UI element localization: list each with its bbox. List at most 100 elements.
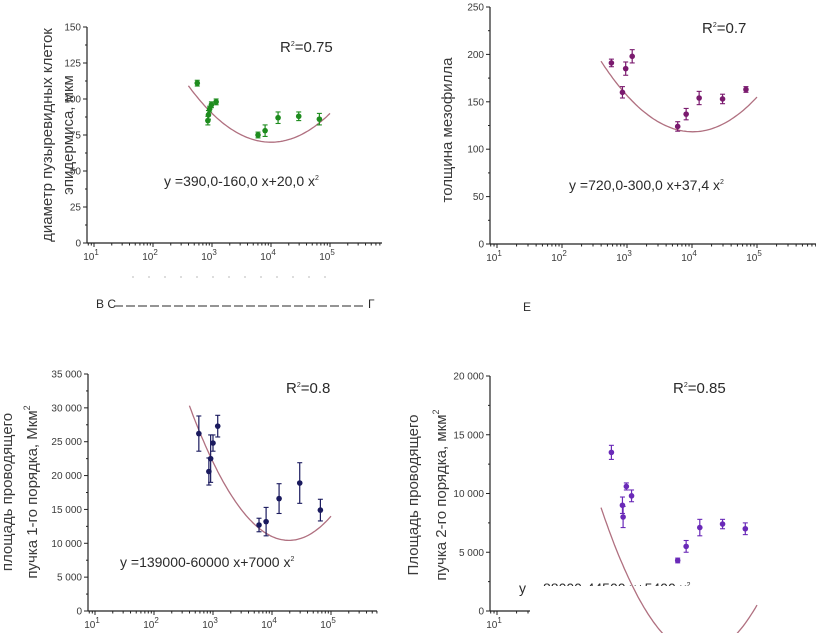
- data-point: [683, 111, 689, 117]
- data-point: [262, 127, 268, 134]
- y-tick-label: 75: [70, 131, 82, 142]
- fit-equation-text: y =720,0-300,0 x+37,4 x: [569, 177, 720, 193]
- data-point: [674, 557, 681, 564]
- data-point: [619, 502, 626, 509]
- x-tick-label: 103: [201, 248, 217, 263]
- x-tick-label: 105: [320, 616, 336, 631]
- data-point: [194, 80, 201, 86]
- r-squared-value: =0.7: [717, 20, 747, 37]
- x-tick-label: 104: [260, 248, 276, 263]
- data-point: [263, 518, 269, 525]
- fit-curve: [187, 85, 331, 143]
- data-point: [255, 132, 261, 138]
- y-tick-label: 15 000: [51, 505, 82, 516]
- x-tick-exponent: 4: [271, 248, 276, 257]
- r-squared-sup: 2: [297, 382, 301, 389]
- x-tick-label: 101: [486, 249, 502, 264]
- y-axis-label-text: толщина мезофилла: [439, 57, 456, 203]
- data-point: [213, 99, 219, 105]
- x-tick-label: 101: [84, 616, 100, 631]
- x-tick-label: 103: [616, 249, 632, 264]
- data-point: [317, 507, 324, 513]
- y-tick-label: 100: [64, 95, 81, 106]
- x-tick-label: 105: [746, 249, 762, 264]
- x-tick-exponent: 5: [757, 249, 762, 258]
- y-tick-label: 150: [64, 23, 81, 34]
- x-tick-exponent: 5: [331, 616, 336, 625]
- r-squared-label: R2=0.8: [286, 380, 330, 397]
- y-axis-label: площадь проводящего: [0, 413, 16, 571]
- x-tick-exponent: 2: [562, 249, 567, 258]
- y-tick-label: 25: [70, 203, 82, 214]
- r-squared-label: R2=0.85: [673, 380, 726, 397]
- data-point: [296, 480, 303, 486]
- x-tick-exponent: 1: [497, 616, 502, 625]
- x-tick-base: 10: [746, 253, 758, 264]
- y-tick-label: 25 000: [51, 437, 82, 448]
- x-tick-base: 10: [319, 252, 331, 263]
- r-squared-R: R: [286, 380, 297, 397]
- r-squared-sup: 2: [291, 41, 295, 48]
- x-tick-base: 10: [486, 253, 498, 264]
- fit-curve: [600, 507, 758, 633]
- x-tick-exponent: 3: [212, 248, 217, 257]
- fit-equation-sup: 2: [315, 175, 319, 182]
- r-squared-sup: 2: [713, 22, 717, 29]
- data-point: [276, 495, 282, 502]
- y-tick-label: 15 000: [453, 430, 484, 441]
- x-tick-label: 102: [551, 249, 567, 264]
- fit-equation-obscured: 88000-44500 x+5400 x2: [543, 580, 691, 596]
- data-point: [295, 113, 302, 120]
- x-tick-exponent: 3: [627, 249, 632, 258]
- x-tick-base: 10: [143, 620, 155, 631]
- x-tick-base: 10: [260, 252, 272, 263]
- y-tick-label: 50: [473, 192, 485, 203]
- y-axis-label: пучка 2-го порядка, мкм2: [431, 409, 450, 580]
- fit-equation: y =390,0-160,0 x+20,0 x2: [164, 173, 319, 189]
- y-axis-label-text: эпидермиса, мкм: [60, 75, 77, 195]
- r-squared-R: R: [280, 39, 291, 56]
- x-tick-label: 101: [83, 248, 99, 263]
- x-tick-exponent: 1: [497, 249, 502, 258]
- data-point: [608, 60, 615, 66]
- x-tick-exponent: 2: [154, 616, 159, 625]
- x-tick-base: 10: [320, 620, 332, 631]
- fit-curve: [600, 60, 758, 133]
- data-point: [719, 96, 726, 102]
- y-tick-label: 20 000: [453, 372, 484, 383]
- data-point: [629, 53, 635, 60]
- data-point: [743, 86, 749, 93]
- y-tick-label: 20 000: [51, 471, 82, 482]
- fit-equation: y =720,0-300,0 x+37,4 x2: [569, 177, 724, 193]
- data-point: [628, 493, 635, 499]
- caption-fragment: Е: [523, 300, 531, 314]
- y-axis-label-text: площадь проводящего: [0, 413, 16, 571]
- caption-fragment: Г: [368, 297, 375, 311]
- y-tick-label: 250: [467, 3, 484, 14]
- y-axis-label: эпидермиса, мкм: [60, 75, 77, 195]
- caption-fragment: В С: [96, 297, 116, 311]
- r-squared-value: =0.75: [295, 39, 333, 56]
- y-axis-label: Площадь проводящего: [405, 415, 422, 576]
- data-point: [623, 483, 630, 490]
- r-squared-sup: 2: [684, 382, 688, 389]
- r-squared-label: R2=0.7: [702, 20, 746, 37]
- fit-equation-start: y: [519, 580, 526, 596]
- y-tick-label: 5 000: [459, 548, 484, 559]
- y-tick-label: 0: [76, 607, 82, 618]
- data-point: [619, 89, 626, 96]
- data-point: [275, 114, 281, 121]
- y-axis-label-sup: 2: [431, 409, 441, 414]
- panel-bundle-2nd-order-area: 0 5 000 10 000 15 000 20 000 101 Площадь прово…: [405, 372, 758, 633]
- x-tick-exponent: 1: [94, 248, 99, 257]
- fit-equation-sup: 2: [290, 556, 294, 563]
- y-tick-label: 35 000: [51, 370, 82, 381]
- y-axis-label-text: пучка 1-го порядка, Мкм: [24, 410, 41, 578]
- x-tick-exponent: 2: [153, 248, 158, 257]
- fit-equation-obscured-sup: 2: [687, 582, 691, 589]
- data-point: [214, 423, 221, 429]
- data-point: [696, 95, 702, 101]
- data-point: [608, 449, 615, 456]
- x-tick-exponent: 4: [272, 616, 277, 625]
- data-point: [256, 522, 262, 528]
